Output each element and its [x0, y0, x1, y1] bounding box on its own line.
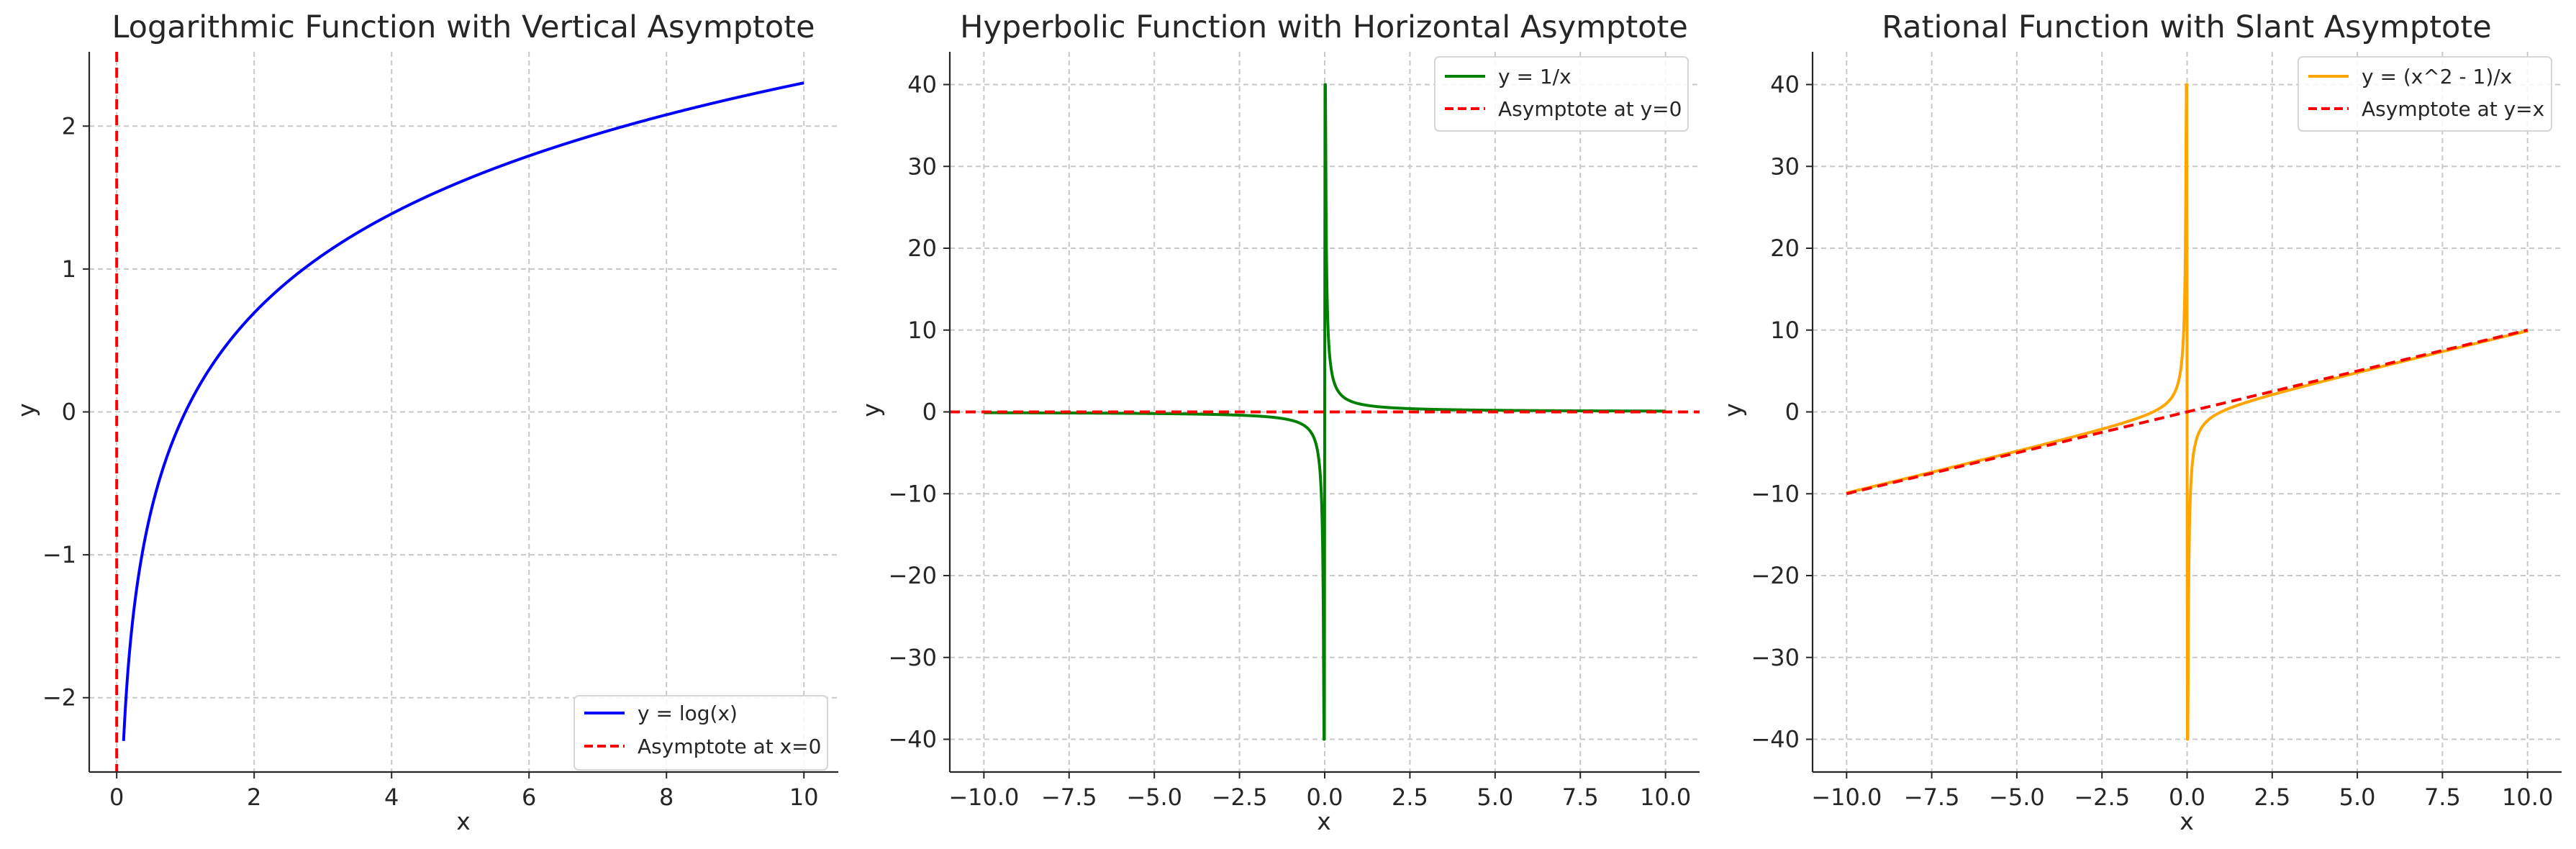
x-tick-label: 8 [659, 784, 674, 811]
x-tick-label: 5.0 [1477, 784, 1513, 811]
y-tick-label: 30 [1770, 153, 1800, 180]
y-tick-label: 0 [62, 399, 76, 426]
chart-hyperbolic: Hyperbolic Function with Horizontal Asym… [857, 9, 1700, 835]
legend-frame [1434, 56, 1689, 132]
legend-label-function: y = 1/x [1498, 65, 1572, 88]
x-tick-label: 6 [522, 784, 536, 811]
legend: y = 1/x Asymptote at y=0 [1434, 56, 1689, 132]
y-tick-label: −30 [1751, 644, 1800, 671]
x-tick-label: −2.5 [1212, 784, 1268, 811]
y-tick-label: 10 [1770, 317, 1800, 344]
x-tick-label: 10 [789, 784, 819, 811]
y-tick-label: 10 [907, 317, 937, 344]
x-tick-label: 0.0 [2169, 784, 2205, 811]
y-ticks: −40 −30 −20 −10 0 10 20 30 40 [888, 71, 950, 753]
x-tick-label: 2.5 [1392, 784, 1428, 811]
y-ticks: −40 −30 −20 −10 0 10 20 30 40 [1751, 71, 1813, 753]
x-tick-label: 10.0 [1640, 784, 1691, 811]
y-tick-label: −10 [888, 480, 937, 507]
y-tick-label: −40 [1751, 726, 1800, 753]
x-ticks: −10.0 −7.5 −5.0 −2.5 0.0 2.5 5.0 7.5 10.0 [948, 772, 1691, 811]
y-tick-label: 40 [1770, 71, 1800, 99]
legend-label-asymptote: Asymptote at x=0 [638, 735, 821, 758]
y-tick-label: 2 [62, 112, 76, 140]
y-tick-label: −20 [888, 562, 937, 589]
legend-label-function: y = (x^2 - 1)/x [2362, 65, 2512, 88]
plot-lines [115, 52, 805, 772]
x-tick-label: 2 [247, 784, 261, 811]
legend: y = (x^2 - 1)/x Asymptote at y=x [2298, 56, 2552, 132]
y-tick-label: 20 [1770, 235, 1800, 262]
y-tick-label: 1 [62, 255, 76, 283]
chart-title: Rational Function with Slant Asymptote [1882, 9, 2491, 45]
x-axis-label: x [456, 807, 471, 835]
x-tick-label: 0 [109, 784, 124, 811]
chart-log: Logarithmic Function with Vertical Asymp… [12, 9, 838, 835]
plot-lines [1845, 83, 2529, 741]
y-tick-label: −10 [1751, 480, 1800, 507]
legend-frame [573, 695, 828, 771]
y-axis-label: y [12, 403, 40, 417]
x-tick-label: 2.5 [2254, 784, 2290, 811]
y-tick-label: −40 [888, 726, 937, 753]
y-tick-label: 20 [907, 235, 937, 262]
x-tick-label: −7.5 [1041, 784, 1097, 811]
x-tick-label: 5.0 [2339, 784, 2376, 811]
legend-label-asymptote: Asymptote at y=0 [1498, 97, 1682, 121]
chart-rational: Rational Function with Slant Asymptote −… [1719, 9, 2562, 835]
y-tick-label: −2 [42, 684, 76, 712]
legend: y = log(x) Asymptote at x=0 [573, 695, 828, 771]
y-tick-label: −20 [1751, 562, 1800, 589]
x-tick-label: −2.5 [2074, 784, 2130, 811]
plot-lines [950, 83, 1700, 741]
y-tick-label: −1 [42, 541, 76, 568]
x-ticks: −10.0 −7.5 −5.0 −2.5 0.0 2.5 5.0 7.5 10.0 [1811, 772, 2553, 811]
y-ticks: −2 −1 0 1 2 [42, 112, 89, 712]
chart-title: Logarithmic Function with Vertical Asymp… [112, 9, 815, 45]
series-line [122, 81, 805, 741]
x-tick-label: 4 [384, 784, 399, 811]
legend-label-asymptote: Asymptote at y=x [2362, 97, 2544, 121]
asymptote-line [1846, 328, 2529, 496]
legend-frame [2298, 56, 2552, 132]
y-tick-label: 30 [907, 153, 937, 180]
chart-title: Hyperbolic Function with Horizontal Asym… [960, 9, 1688, 45]
x-tick-label: −5.0 [1126, 784, 1182, 811]
x-tick-label: 7.5 [2424, 784, 2461, 811]
x-tick-label: 7.5 [1562, 784, 1599, 811]
x-tick-label: −10.0 [1811, 784, 1882, 811]
y-tick-label: 40 [907, 71, 937, 99]
x-tick-label: 0.0 [1307, 784, 1343, 811]
x-tick-label: −7.5 [1904, 784, 1960, 811]
x-tick-label: −5.0 [1989, 784, 2045, 811]
y-tick-label: 0 [1785, 399, 1800, 426]
gridlines [89, 52, 838, 772]
x-tick-label: 10.0 [2502, 784, 2553, 811]
x-axis-label: x [2180, 807, 2194, 835]
x-ticks: 0 2 4 6 8 10 [109, 772, 819, 811]
y-tick-label: −30 [888, 644, 937, 671]
x-axis-label: x [1317, 807, 1331, 835]
x-tick-label: −10.0 [948, 784, 1019, 811]
y-tick-label: 0 [922, 399, 937, 426]
y-axis-label: y [1719, 403, 1747, 417]
legend-label-function: y = log(x) [638, 702, 738, 725]
y-axis-label: y [857, 403, 885, 417]
